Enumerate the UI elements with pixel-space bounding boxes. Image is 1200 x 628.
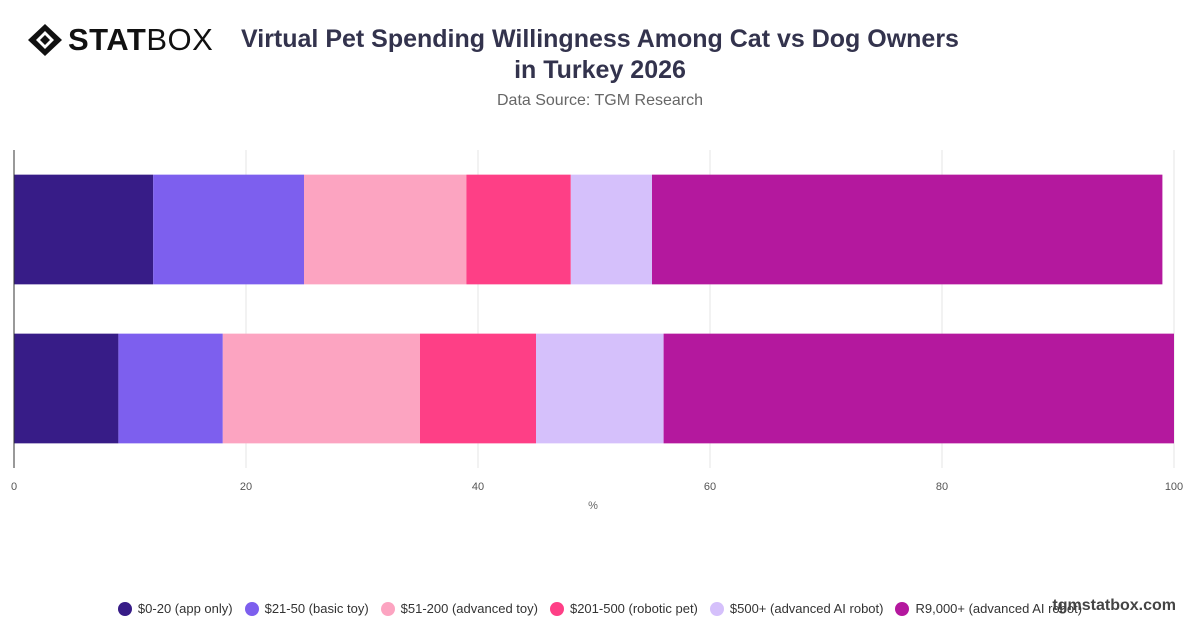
legend-item[interactable]: R9,000+ (advanced AI robot) (895, 601, 1082, 616)
chart-title: Virtual Pet Spending Willingness Among C… (241, 25, 959, 84)
x-tick-label: 80 (936, 481, 948, 493)
x-axis-label: % (588, 500, 598, 512)
legend-label: $201-500 (robotic pet) (569, 601, 698, 616)
legend-swatch (549, 601, 564, 616)
bar-segment (222, 333, 420, 444)
legend-item[interactable]: $201-500 (robotic pet) (549, 601, 698, 616)
legend-item[interactable]: $51-200 (advanced toy) (380, 601, 538, 616)
diamond-logo-icon (28, 24, 62, 56)
legend-swatch (895, 601, 910, 616)
bar-segment (153, 174, 304, 285)
legend-label: R9,000+ (advanced AI robot) (915, 601, 1083, 616)
bar-segment (14, 333, 119, 444)
legend-swatch (244, 601, 259, 616)
legend-item[interactable]: $500+ (advanced AI robot) (709, 601, 884, 616)
logo-wordmark: STATBOX (68, 22, 213, 58)
x-tick-label: 20 (240, 481, 252, 493)
bar-segment (420, 333, 536, 444)
x-tick-label: 100 (1165, 481, 1183, 493)
legend-swatch (117, 601, 132, 616)
bar-segment (304, 174, 467, 285)
legend-item[interactable]: $21-50 (basic toy) (244, 601, 369, 616)
stacked-bar-chart: 0 20 40 60 80 100% (11, 150, 1183, 512)
x-tick-label: 60 (704, 481, 716, 493)
legend-label: $0-20 (app only) (137, 601, 233, 616)
legend-swatch (709, 601, 724, 616)
legend-label: $21-50 (basic toy) (264, 601, 369, 616)
legend-label: $500+ (advanced AI robot) (729, 601, 884, 616)
bar-segment (118, 333, 223, 444)
legend-item[interactable]: $0-20 (app only) (117, 601, 233, 616)
chart-legend: $0-20 (app only) $21-50 (basic toy) $51-20… (0, 601, 1200, 616)
bar-segment (652, 174, 1163, 285)
watermark: tgmstatbox.com (1052, 597, 1176, 614)
statbox-logo: STATBOX (26, 22, 213, 58)
legend-swatch (380, 601, 395, 616)
bar-segment (536, 333, 664, 444)
x-tick-label: 0 (11, 481, 17, 493)
x-tick-label: 40 (472, 481, 484, 493)
bar-segment (14, 174, 154, 285)
bar-segment (570, 174, 652, 285)
bar-segment (663, 333, 1174, 444)
chart-subtitle: Data Source: TGM Research (496, 92, 703, 109)
logo-text-light: BOX (146, 22, 214, 57)
logo-text-bold: STAT (68, 22, 147, 57)
legend-label: $51-200 (advanced toy) (400, 601, 538, 616)
bar-segment (466, 174, 571, 285)
